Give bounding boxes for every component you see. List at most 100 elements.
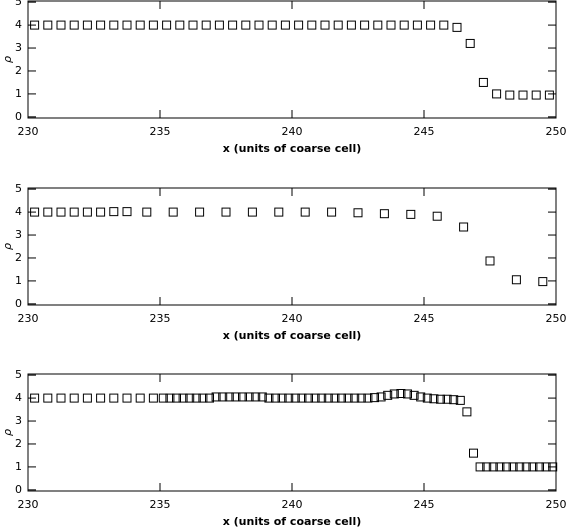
marker bbox=[142, 207, 152, 217]
marker bbox=[257, 392, 267, 402]
marker bbox=[135, 393, 145, 403]
marker bbox=[323, 393, 333, 403]
marker bbox=[294, 20, 304, 30]
marker bbox=[109, 207, 119, 217]
marker bbox=[544, 90, 554, 100]
x-tick-label: 240 bbox=[282, 312, 303, 325]
marker bbox=[218, 392, 228, 402]
marker bbox=[462, 407, 472, 417]
marker bbox=[82, 393, 92, 403]
marker bbox=[277, 393, 287, 403]
y-tick-label: 3 bbox=[15, 414, 22, 427]
marker bbox=[96, 207, 106, 217]
marker bbox=[188, 20, 198, 30]
marker bbox=[455, 395, 465, 405]
marker bbox=[422, 393, 432, 403]
x-tick-label: 230 bbox=[18, 125, 39, 138]
marker bbox=[429, 394, 439, 404]
marker bbox=[162, 20, 172, 30]
marker bbox=[518, 90, 528, 100]
marker bbox=[228, 20, 238, 30]
marker bbox=[56, 207, 66, 217]
marker bbox=[343, 393, 353, 403]
marker bbox=[409, 390, 419, 400]
marker bbox=[56, 393, 66, 403]
marker bbox=[485, 256, 495, 266]
marker bbox=[356, 393, 366, 403]
marker bbox=[254, 20, 264, 30]
y-tick-label: 5 bbox=[15, 182, 22, 195]
marker bbox=[198, 393, 208, 403]
x-axis-label: x (units of coarse cell) bbox=[223, 142, 362, 155]
marker bbox=[528, 462, 538, 472]
marker bbox=[350, 393, 360, 403]
marker bbox=[290, 393, 300, 403]
marker bbox=[452, 22, 462, 32]
marker bbox=[389, 389, 399, 399]
marker bbox=[304, 393, 313, 403]
marker bbox=[300, 207, 310, 217]
marker bbox=[158, 393, 168, 403]
marker bbox=[310, 393, 320, 403]
x-tick-label: 250 bbox=[546, 498, 567, 511]
marker bbox=[502, 462, 511, 472]
marker bbox=[82, 20, 92, 30]
marker bbox=[492, 89, 502, 99]
marker bbox=[122, 393, 132, 403]
marker bbox=[337, 393, 346, 403]
marker bbox=[43, 20, 53, 30]
marker bbox=[416, 392, 426, 402]
marker bbox=[69, 20, 79, 30]
marker bbox=[449, 395, 459, 405]
x-tick-label: 235 bbox=[150, 125, 171, 138]
marker bbox=[373, 20, 383, 30]
marker bbox=[238, 392, 247, 402]
marker bbox=[475, 462, 485, 472]
marker bbox=[178, 393, 188, 403]
y-tick-label: 1 bbox=[15, 274, 22, 287]
marker bbox=[172, 393, 181, 403]
marker bbox=[224, 392, 234, 402]
marker bbox=[317, 393, 327, 403]
marker bbox=[399, 20, 409, 30]
marker bbox=[211, 392, 221, 402]
marker bbox=[122, 20, 132, 30]
marker bbox=[363, 393, 373, 403]
x-tick-label: 230 bbox=[18, 312, 39, 325]
plot-frame bbox=[27, 373, 557, 492]
marker bbox=[201, 20, 211, 30]
marker bbox=[221, 207, 231, 217]
marker bbox=[360, 20, 370, 30]
marker bbox=[370, 393, 379, 403]
y-tick-label: 0 bbox=[15, 483, 22, 496]
marker bbox=[548, 462, 558, 472]
marker bbox=[247, 207, 257, 217]
x-tick-label: 240 bbox=[282, 125, 303, 138]
y-tick-label: 4 bbox=[15, 391, 22, 404]
marker bbox=[515, 462, 525, 472]
marker bbox=[274, 207, 284, 217]
marker bbox=[271, 393, 280, 403]
y-axis-label: ρ bbox=[1, 243, 14, 250]
marker bbox=[426, 20, 436, 30]
marker bbox=[69, 207, 79, 217]
marker bbox=[307, 20, 317, 30]
x-tick-label: 235 bbox=[150, 498, 171, 511]
y-tick-label: 2 bbox=[15, 437, 22, 450]
marker bbox=[185, 393, 195, 403]
marker bbox=[175, 20, 185, 30]
x-tick-label: 240 bbox=[282, 498, 303, 511]
y-tick-label: 0 bbox=[15, 297, 22, 310]
y-tick-label: 4 bbox=[15, 18, 22, 31]
marker bbox=[403, 389, 412, 399]
y-tick-label: 5 bbox=[15, 368, 22, 381]
marker bbox=[69, 393, 79, 403]
marker bbox=[251, 392, 261, 402]
plot-frame bbox=[27, 187, 557, 306]
marker bbox=[495, 462, 505, 472]
marker bbox=[195, 207, 205, 217]
y-tick-label: 3 bbox=[15, 41, 22, 54]
marker bbox=[488, 462, 498, 472]
marker bbox=[96, 393, 106, 403]
marker bbox=[396, 389, 406, 398]
